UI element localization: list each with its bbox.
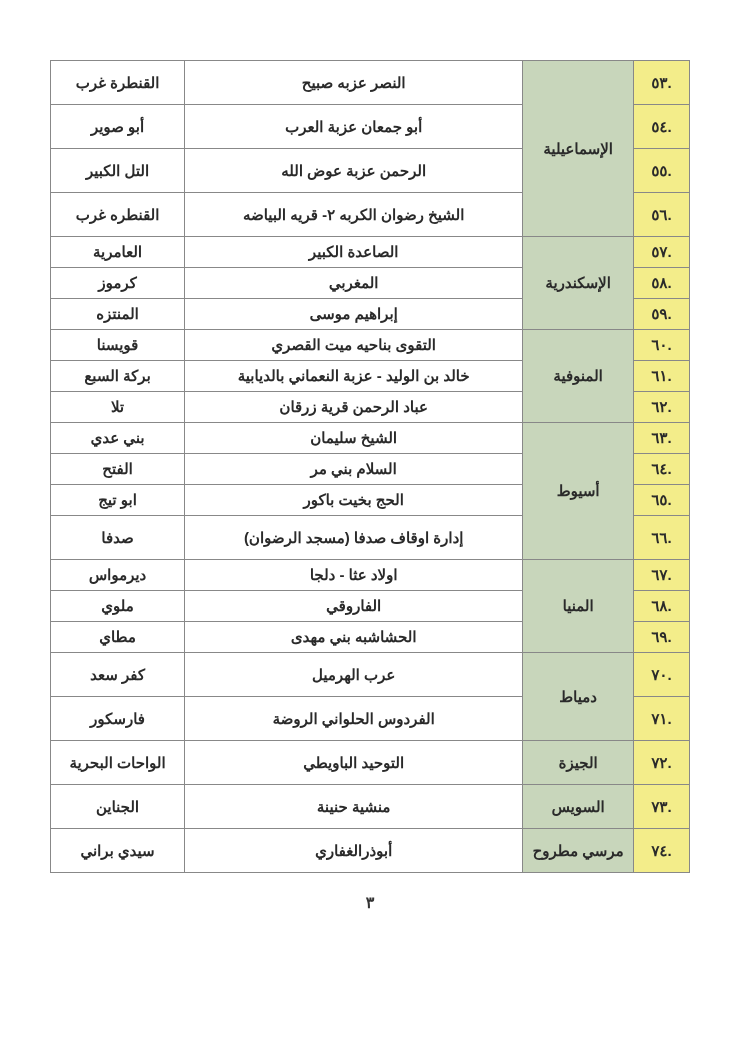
- table-row: .٥٣الإسماعيليةالنصر عزبه صبيحالقنطرة غرب: [51, 61, 690, 105]
- district-cell: بركة السبع: [51, 361, 185, 392]
- place-cell: خالد بن الوليد - عزبة النعماني بالديابية: [185, 361, 523, 392]
- place-cell: الشيخ سليمان: [185, 423, 523, 454]
- place-cell: النصر عزبه صبيح: [185, 61, 523, 105]
- governorate-cell: أسيوط: [523, 423, 634, 560]
- place-cell: الحج بخيت باكور: [185, 485, 523, 516]
- place-cell: التقوى بناحيه ميت القصري: [185, 330, 523, 361]
- district-cell: ملوي: [51, 591, 185, 622]
- district-cell: القنطرة غرب: [51, 61, 185, 105]
- place-cell: إدارة اوقاف صدفا (مسجد الرضوان): [185, 516, 523, 560]
- table-row: .٦٣أسيوطالشيخ سليمانبني عدي: [51, 423, 690, 454]
- governorate-cell: الإسماعيلية: [523, 61, 634, 237]
- row-number: .٥٥: [634, 149, 690, 193]
- district-cell: مطاي: [51, 622, 185, 653]
- governorate-cell: مرسي مطروح: [523, 829, 634, 873]
- row-number: .٧١: [634, 697, 690, 741]
- place-cell: أبو جمعان عزبة العرب: [185, 105, 523, 149]
- district-cell: الفتح: [51, 454, 185, 485]
- place-cell: الرحمن عزبة عوض الله: [185, 149, 523, 193]
- table-row: .٦٧المنيااولاد عثا - دلجاديرمواس: [51, 560, 690, 591]
- table-row: .٧٠دمياطعرب الهرميلكفر سعد: [51, 653, 690, 697]
- governorate-cell: دمياط: [523, 653, 634, 741]
- row-number: .٥٩: [634, 299, 690, 330]
- place-cell: الفردوس الحلواني الروضة: [185, 697, 523, 741]
- table-row: .٧٤مرسي مطروحأبوذرالغفاريسيدي براني: [51, 829, 690, 873]
- row-number: .٦٨: [634, 591, 690, 622]
- row-number: .٦٢: [634, 392, 690, 423]
- district-cell: قويسنا: [51, 330, 185, 361]
- row-number: .٧٤: [634, 829, 690, 873]
- place-cell: عباد الرحمن قرية زرقان: [185, 392, 523, 423]
- row-number: .٥٧: [634, 237, 690, 268]
- district-cell: صدفا: [51, 516, 185, 560]
- place-cell: الشيخ رضوان الكربه ٢- قريه البياضه: [185, 193, 523, 237]
- place-cell: أبوذرالغفاري: [185, 829, 523, 873]
- place-cell: المغربي: [185, 268, 523, 299]
- row-number: .٦٣: [634, 423, 690, 454]
- district-cell: بني عدي: [51, 423, 185, 454]
- page-number: ٣: [50, 893, 690, 913]
- governorate-cell: المنيا: [523, 560, 634, 653]
- governorate-cell: المنوفية: [523, 330, 634, 423]
- row-number: .٦٥: [634, 485, 690, 516]
- place-cell: منشية حنينة: [185, 785, 523, 829]
- row-number: .٥٣: [634, 61, 690, 105]
- row-number: .٦٦: [634, 516, 690, 560]
- governorate-cell: الجيزة: [523, 741, 634, 785]
- row-number: .٥٨: [634, 268, 690, 299]
- district-cell: ديرمواس: [51, 560, 185, 591]
- table-row: .٧٢الجيزةالتوحيد الباويطيالواحات البحرية: [51, 741, 690, 785]
- place-cell: الفاروقي: [185, 591, 523, 622]
- data-table: .٥٣الإسماعيليةالنصر عزبه صبيحالقنطرة غرب…: [50, 60, 690, 873]
- district-cell: أبو صوير: [51, 105, 185, 149]
- place-cell: التوحيد الباويطي: [185, 741, 523, 785]
- place-cell: الحشاشبه بني مهدى: [185, 622, 523, 653]
- table-body: .٥٣الإسماعيليةالنصر عزبه صبيحالقنطرة غرب…: [51, 61, 690, 873]
- row-number: .٦١: [634, 361, 690, 392]
- district-cell: فارسكور: [51, 697, 185, 741]
- row-number: .٧٢: [634, 741, 690, 785]
- place-cell: اولاد عثا - دلجا: [185, 560, 523, 591]
- row-number: .٧٣: [634, 785, 690, 829]
- district-cell: كرموز: [51, 268, 185, 299]
- table-row: .٦٠المنوفيةالتقوى بناحيه ميت القصريقويسن…: [51, 330, 690, 361]
- table-row: .٥٧الإسكندريةالصاعدة الكبيرالعامرية: [51, 237, 690, 268]
- district-cell: القنطره غرب: [51, 193, 185, 237]
- row-number: .٦٧: [634, 560, 690, 591]
- row-number: .٥٤: [634, 105, 690, 149]
- district-cell: كفر سعد: [51, 653, 185, 697]
- governorate-cell: الإسكندرية: [523, 237, 634, 330]
- row-number: .٥٦: [634, 193, 690, 237]
- table-row: .٧٣السويسمنشية حنينةالجناين: [51, 785, 690, 829]
- district-cell: الواحات البحرية: [51, 741, 185, 785]
- district-cell: الجناين: [51, 785, 185, 829]
- district-cell: سيدي براني: [51, 829, 185, 873]
- row-number: .٦٩: [634, 622, 690, 653]
- district-cell: العامرية: [51, 237, 185, 268]
- district-cell: تلا: [51, 392, 185, 423]
- place-cell: السلام بني مر: [185, 454, 523, 485]
- row-number: .٦٠: [634, 330, 690, 361]
- district-cell: المنتزه: [51, 299, 185, 330]
- governorate-cell: السويس: [523, 785, 634, 829]
- district-cell: التل الكبير: [51, 149, 185, 193]
- place-cell: إبراهيم موسى: [185, 299, 523, 330]
- row-number: .٦٤: [634, 454, 690, 485]
- row-number: .٧٠: [634, 653, 690, 697]
- place-cell: عرب الهرميل: [185, 653, 523, 697]
- district-cell: ابو تيج: [51, 485, 185, 516]
- place-cell: الصاعدة الكبير: [185, 237, 523, 268]
